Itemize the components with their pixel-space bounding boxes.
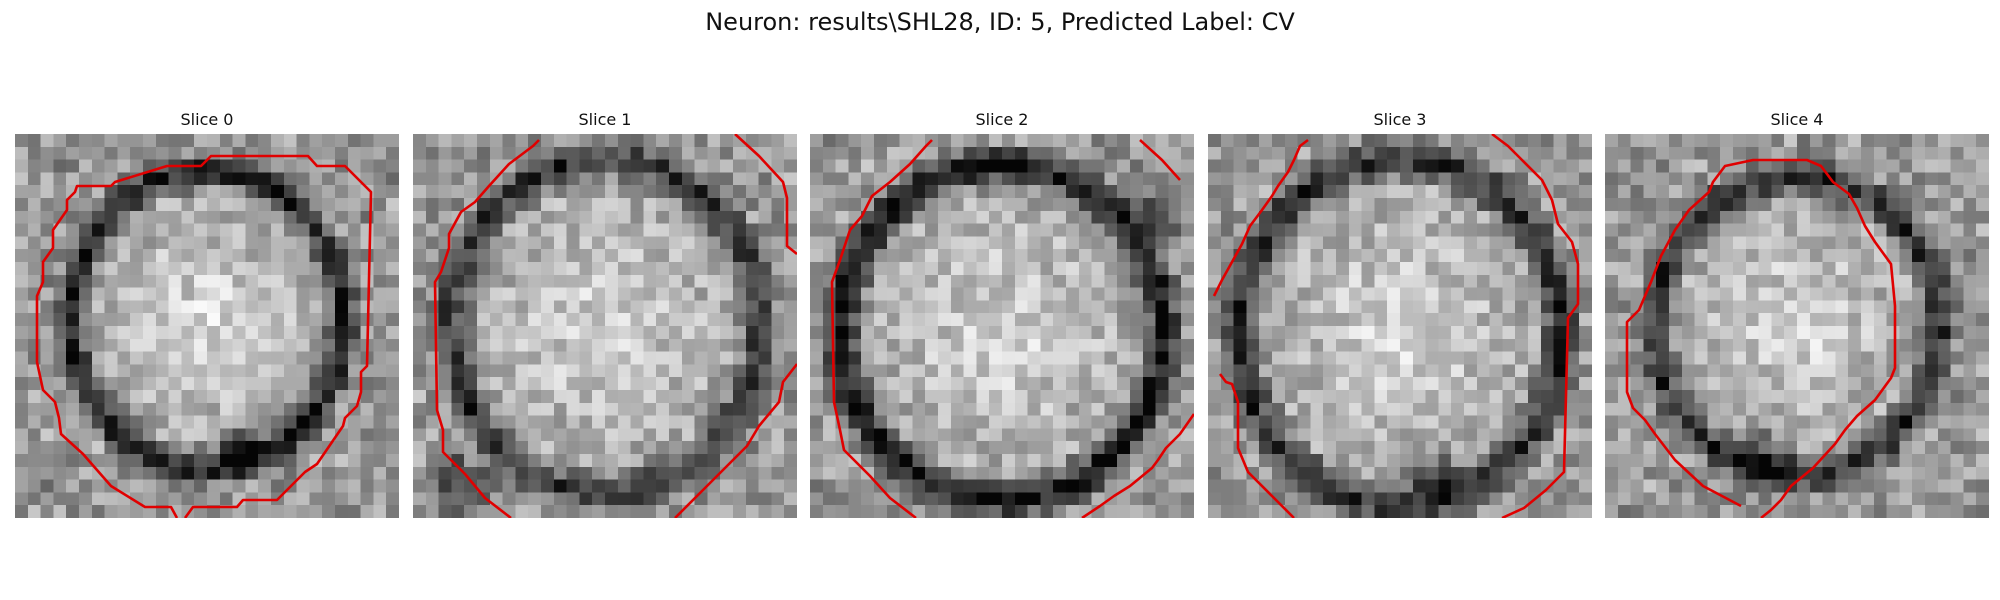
neuron-contour-line [1139,139,1181,181]
slice-title: Slice 1 [578,110,632,129]
slice-image-3 [1208,134,1592,518]
slice-panel-3: Slice 3 [1208,108,1592,518]
slice-image-1 [413,134,797,518]
neuron-contour-line [1212,138,1309,297]
slice-title: Slice 0 [180,110,234,129]
neuron-contour-line [1218,373,1295,518]
slice-panel-1: Slice 1 [413,108,797,518]
neuron-contour-line [1081,413,1194,518]
slice-panel-0: Slice 0 [15,108,399,518]
neuron-contour-line [35,154,373,518]
figure-title: Neuron: results\SHL28, ID: 5, Predicted … [705,8,1295,36]
slice-image-4 [1605,134,1989,518]
neuron-contour-line [433,139,540,518]
slice-panel-2: Slice 2 [810,108,1194,518]
neuron-contour-line [674,363,797,518]
slice-image-0 [15,134,399,518]
slice-title: Slice 2 [975,110,1029,129]
neuron-contour-line [734,134,797,256]
neuron-contour-line [1625,158,1897,518]
neuron-contour-line [830,139,933,518]
neuron-contour-line [1491,134,1580,518]
slice-image-2 [810,134,1194,518]
slice-title: Slice 4 [1770,110,1824,129]
slice-title: Slice 3 [1373,110,1427,129]
slice-panel-4: Slice 4 [1605,108,1989,518]
